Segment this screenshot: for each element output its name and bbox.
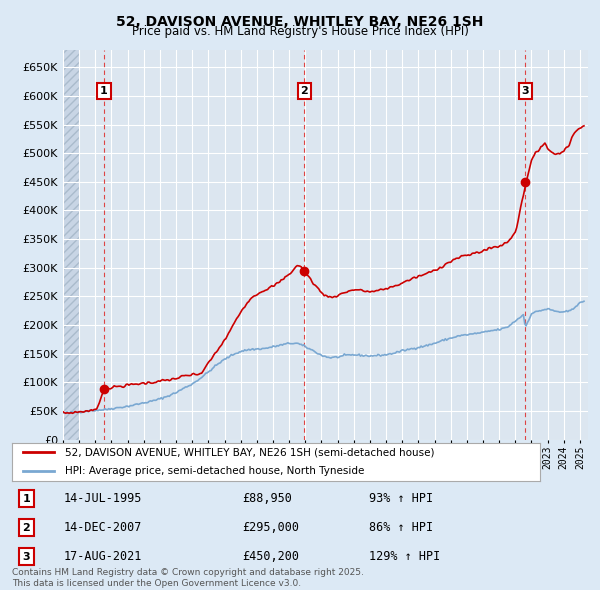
Text: 129% ↑ HPI: 129% ↑ HPI [369,550,440,563]
Text: 2: 2 [301,86,308,96]
Text: 3: 3 [521,86,529,96]
Text: 1: 1 [100,86,108,96]
Text: 93% ↑ HPI: 93% ↑ HPI [369,492,433,505]
Text: Contains HM Land Registry data © Crown copyright and database right 2025.
This d: Contains HM Land Registry data © Crown c… [12,568,364,588]
Text: 52, DAVISON AVENUE, WHITLEY BAY, NE26 1SH: 52, DAVISON AVENUE, WHITLEY BAY, NE26 1S… [116,15,484,29]
Text: £88,950: £88,950 [242,492,292,505]
Text: 86% ↑ HPI: 86% ↑ HPI [369,521,433,534]
Text: HPI: Average price, semi-detached house, North Tyneside: HPI: Average price, semi-detached house,… [65,466,364,476]
Text: 1: 1 [23,494,30,504]
Text: 17-AUG-2021: 17-AUG-2021 [64,550,142,563]
Text: 3: 3 [23,552,30,562]
Text: 14-JUL-1995: 14-JUL-1995 [64,492,142,505]
Text: Price paid vs. HM Land Registry's House Price Index (HPI): Price paid vs. HM Land Registry's House … [131,25,469,38]
Text: 52, DAVISON AVENUE, WHITLEY BAY, NE26 1SH (semi-detached house): 52, DAVISON AVENUE, WHITLEY BAY, NE26 1S… [65,447,434,457]
Text: £450,200: £450,200 [242,550,299,563]
Text: 14-DEC-2007: 14-DEC-2007 [64,521,142,534]
Bar [63,50,79,440]
Text: 2: 2 [23,523,30,533]
Text: £295,000: £295,000 [242,521,299,534]
